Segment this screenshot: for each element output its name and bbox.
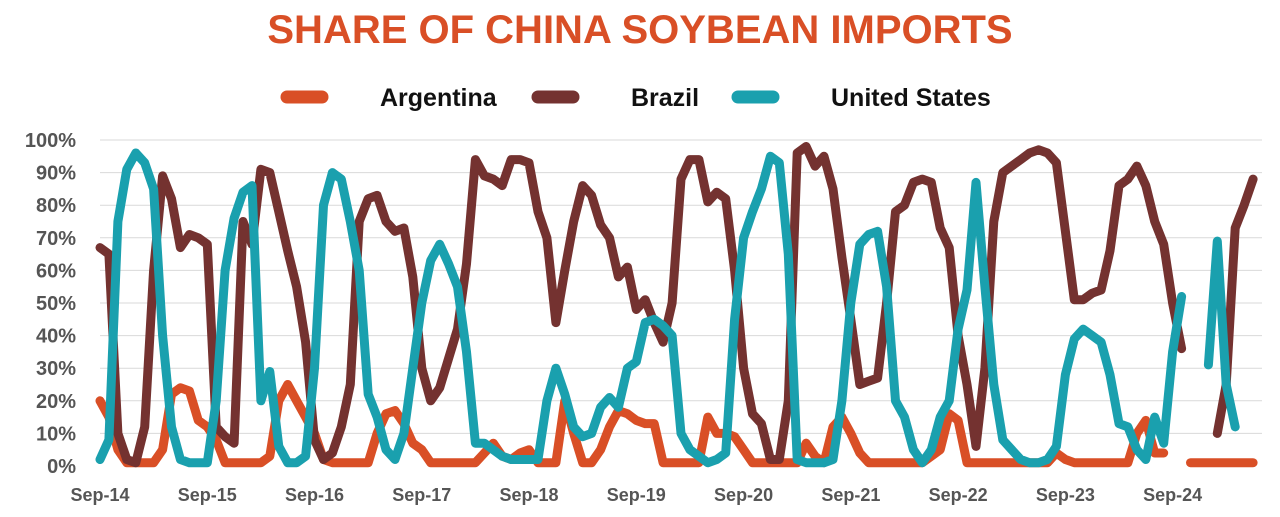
series-layer <box>95 142 1258 468</box>
legend: Argentina Brazil United States <box>280 84 991 112</box>
series-line <box>1203 236 1240 432</box>
legend-label: United States <box>831 84 991 112</box>
y-tick-label: 20% <box>36 391 76 413</box>
y-tick-label: 10% <box>36 423 76 445</box>
series-line <box>95 148 1187 468</box>
x-tick-label: Sep-23 <box>1036 485 1095 505</box>
y-tick-label: 30% <box>36 358 76 380</box>
y-axis: 0% 10% 20% 30% 40% 50% 60% 70% 80% 90% 100% <box>25 130 76 478</box>
y-tick-label: 60% <box>36 260 76 282</box>
x-axis: Sep-14 Sep-15 Sep-16 Sep-17 Sep-18 Sep-19 Sep-… <box>70 485 1202 505</box>
series-line <box>95 142 1187 468</box>
y-tick-label: 50% <box>36 293 76 315</box>
chart-title: SHARE OF CHINA SOYBEAN IMPORTS <box>267 8 1012 52</box>
x-tick-label: Sep-21 <box>821 485 880 505</box>
x-tick-label: Sep-20 <box>714 485 773 505</box>
y-tick-label: 100% <box>25 130 76 152</box>
series-line <box>1212 174 1258 438</box>
x-tick-label: Sep-15 <box>178 485 237 505</box>
y-tick-label: 0% <box>47 456 76 478</box>
x-tick-label: Sep-17 <box>392 485 451 505</box>
series-united-states <box>95 148 1240 468</box>
x-tick-label: Sep-14 <box>70 485 129 505</box>
legend-label: Argentina <box>380 84 498 112</box>
y-tick-label: 80% <box>36 195 76 217</box>
y-tick-label: 90% <box>36 163 76 185</box>
x-tick-label: Sep-19 <box>607 485 666 505</box>
y-tick-label: 40% <box>36 326 76 348</box>
legend-label: Brazil <box>631 84 699 112</box>
x-tick-label: Sep-16 <box>285 485 344 505</box>
x-tick-label: Sep-18 <box>500 485 559 505</box>
x-tick-label: Sep-24 <box>1143 485 1202 505</box>
series-brazil <box>95 142 1258 468</box>
x-tick-label: Sep-22 <box>929 485 988 505</box>
y-tick-label: 70% <box>36 228 76 250</box>
